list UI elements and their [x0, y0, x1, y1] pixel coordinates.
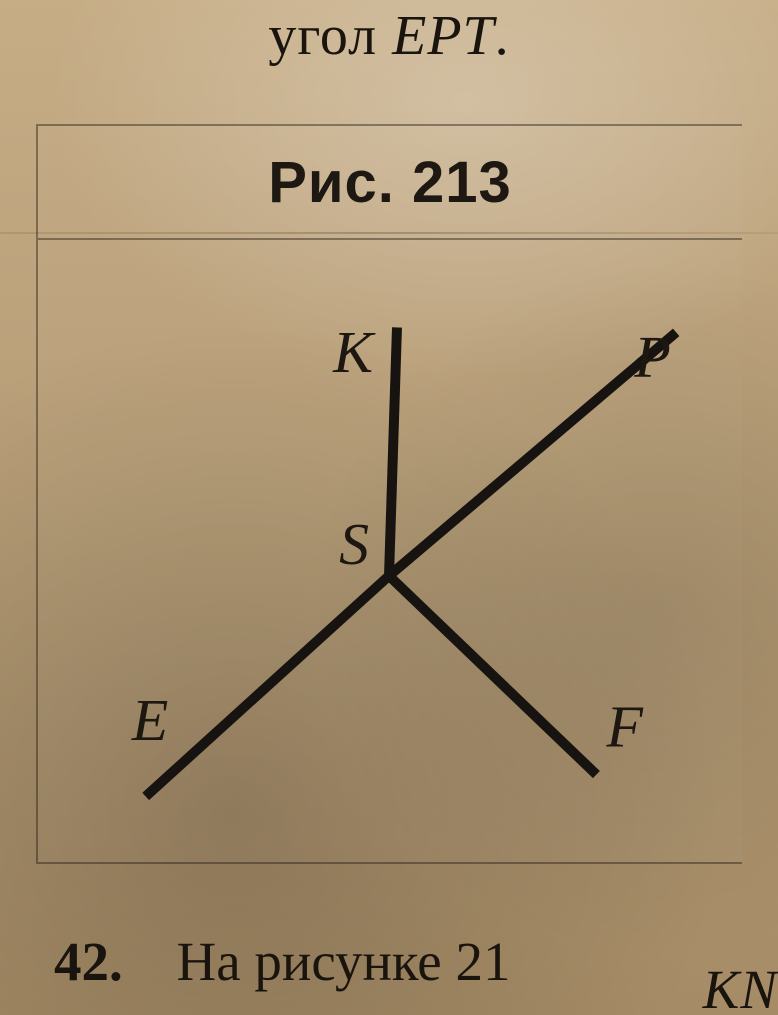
figure-title: Рис. 213: [268, 149, 512, 216]
label-p: P: [633, 324, 671, 390]
figure-header: Рис. 213: [38, 126, 742, 240]
label-f: F: [605, 694, 643, 760]
problem-text-fragment: На рисунке 21: [177, 931, 511, 992]
ray-sp: [389, 332, 676, 575]
fragment-angle: EPT: [392, 5, 495, 67]
ray-diagram: K P F E S: [38, 238, 742, 862]
fragment-prefix: угол: [268, 5, 392, 67]
problem-42-line: 42. На рисунке 21: [54, 930, 778, 993]
label-k: K: [332, 319, 376, 385]
preceding-line-fragment: угол EPT.: [0, 4, 778, 68]
ray-sk: [389, 327, 397, 575]
fragment-suffix: .: [495, 5, 510, 67]
diagram-svg: K P F E S: [38, 238, 742, 862]
textbook-page: угол EPT. Рис. 213 K P F E S 42. На рису…: [0, 0, 778, 1015]
bottom-right-fragment: KN: [703, 958, 778, 1015]
label-e: E: [131, 687, 169, 753]
problem-number: 42.: [54, 931, 123, 992]
ray-sf: [389, 576, 596, 775]
label-s: S: [339, 511, 369, 577]
ray-se: [146, 576, 389, 797]
figure-213: Рис. 213 K P F E S: [36, 124, 742, 864]
